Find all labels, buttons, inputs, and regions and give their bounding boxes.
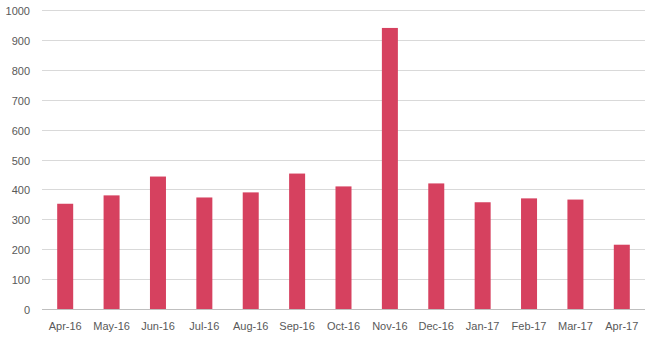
x-tick-label: Apr-16 <box>49 320 82 332</box>
x-tick-label: Mar-17 <box>558 320 593 332</box>
x-tick-label: Nov-16 <box>372 320 407 332</box>
bar <box>289 174 305 309</box>
y-tick-label: 1000 <box>6 5 30 17</box>
x-tick-label: Jul-16 <box>189 320 219 332</box>
grid-line <box>42 100 645 101</box>
y-tick-label: 0 <box>24 304 30 316</box>
x-tick-label: Sep-16 <box>279 320 314 332</box>
bar <box>243 192 259 309</box>
y-tick-labels: 0 100 200 300 400 500 600 700 800 900 1000 <box>6 5 30 316</box>
grid-line <box>42 10 645 11</box>
y-tick-label: 100 <box>12 274 30 286</box>
bar <box>521 198 537 309</box>
bars <box>57 28 630 309</box>
bar <box>196 197 212 309</box>
x-tick-label: Apr-17 <box>605 320 638 332</box>
y-tick-label: 700 <box>12 95 30 107</box>
x-tick-label: Jan-17 <box>466 320 500 332</box>
bar <box>428 183 444 309</box>
bar <box>567 200 583 309</box>
grid-line <box>42 160 645 161</box>
chart: 0 100 200 300 400 500 600 700 800 900 1000 Apr-16 Ma… <box>0 0 654 342</box>
grid-line <box>42 130 645 131</box>
grid <box>42 11 645 310</box>
bar <box>336 186 352 309</box>
bar <box>614 245 630 309</box>
bar <box>382 28 398 309</box>
bar <box>57 204 73 309</box>
y-tick-label: 800 <box>12 65 30 77</box>
grid-line <box>42 309 645 310</box>
y-tick-label: 600 <box>12 125 30 137</box>
y-tick-label: 900 <box>12 35 30 47</box>
x-tick-label: May-16 <box>93 320 130 332</box>
y-tick-label: 300 <box>12 214 30 226</box>
y-tick-label: 500 <box>12 155 30 167</box>
x-tick-label: Dec-16 <box>419 320 454 332</box>
x-tick-label: Feb-17 <box>512 320 547 332</box>
y-tick-label: 200 <box>12 244 30 256</box>
bar <box>104 195 120 309</box>
y-tick-label: 400 <box>12 184 30 196</box>
grid-line <box>42 40 645 41</box>
x-tick-labels: Apr-16 May-16 Jun-16 Jul-16 Aug-16 Sep-16 Oct-… <box>49 320 639 332</box>
bar <box>475 202 491 309</box>
chart-container: 0 100 200 300 400 500 600 700 800 900 1000 Apr-16 Ma… <box>0 0 654 342</box>
grid-line <box>42 70 645 71</box>
x-tick-label: Oct-16 <box>327 320 360 332</box>
x-tick-label: Jun-16 <box>141 320 175 332</box>
bar <box>150 177 166 309</box>
x-tick-label: Aug-16 <box>233 320 268 332</box>
